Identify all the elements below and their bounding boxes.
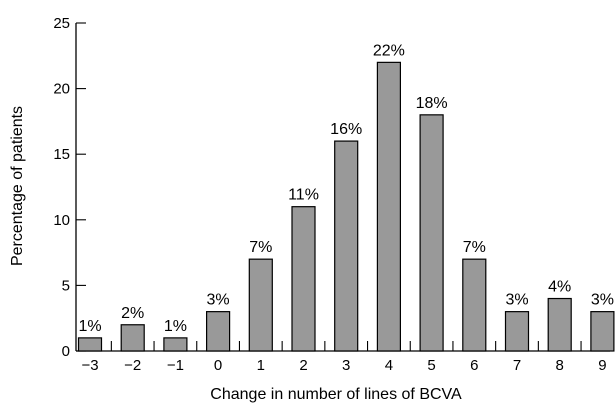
y-axis-title: Percentage of patients: [9, 106, 26, 266]
bar: [77, 337, 103, 352]
bar: [590, 311, 615, 352]
y-tick-label: 20: [53, 81, 70, 98]
y-tick-label: 25: [53, 15, 70, 32]
y-tick-label: 0: [62, 343, 70, 360]
data-label: 2%: [121, 305, 144, 322]
x-tick-label: 4: [385, 357, 393, 374]
data-label: 11%: [288, 187, 319, 204]
x-tick-label: 6: [470, 357, 478, 374]
y-tick-label: 15: [53, 146, 70, 163]
x-tick-label: 1: [257, 357, 265, 374]
bar: [334, 140, 359, 352]
data-label: 1%: [78, 318, 101, 335]
x-tick-label: 7: [513, 357, 521, 374]
y-tick-label: 10: [53, 212, 70, 229]
bar: [419, 114, 444, 352]
data-label: 1%: [164, 318, 187, 335]
x-tick-label: 0: [214, 357, 222, 374]
x-tick-label: 5: [427, 357, 435, 374]
x-tick-label: −1: [167, 357, 184, 374]
bar: [504, 311, 530, 352]
data-label: 7%: [249, 239, 272, 256]
bar: [376, 61, 401, 352]
data-label: 4%: [548, 279, 571, 296]
bar: [206, 311, 231, 352]
x-tick-label: 8: [556, 357, 564, 374]
data-label: 3%: [505, 292, 528, 309]
data-label: 3%: [207, 292, 230, 309]
data-label: 16%: [330, 121, 362, 138]
data-label: 7%: [463, 239, 486, 256]
bar: [163, 337, 188, 352]
bar: [248, 258, 273, 352]
bar: [120, 324, 145, 352]
x-tick-label: 3: [342, 357, 350, 374]
x-tick-label: 9: [598, 357, 606, 374]
data-label: 22%: [373, 42, 405, 59]
x-axis-title: Change in number of lines of BCVA: [210, 386, 462, 403]
bar: [462, 258, 487, 352]
x-tick-label: −3: [81, 357, 98, 374]
y-tick-label: 5: [62, 277, 70, 294]
plot-area: 0 5 10 15 20 25 −3 1% −2 2% −1 1% 0 3% 1 7% 2 11% 3 16% 4 22%…: [53, 15, 615, 374]
bar: [291, 206, 316, 352]
x-tick-label: −2: [124, 357, 141, 374]
bar: [547, 297, 572, 352]
x-tick-label: 2: [299, 357, 307, 374]
data-label: 3%: [591, 292, 614, 309]
data-label: 18%: [416, 95, 448, 112]
